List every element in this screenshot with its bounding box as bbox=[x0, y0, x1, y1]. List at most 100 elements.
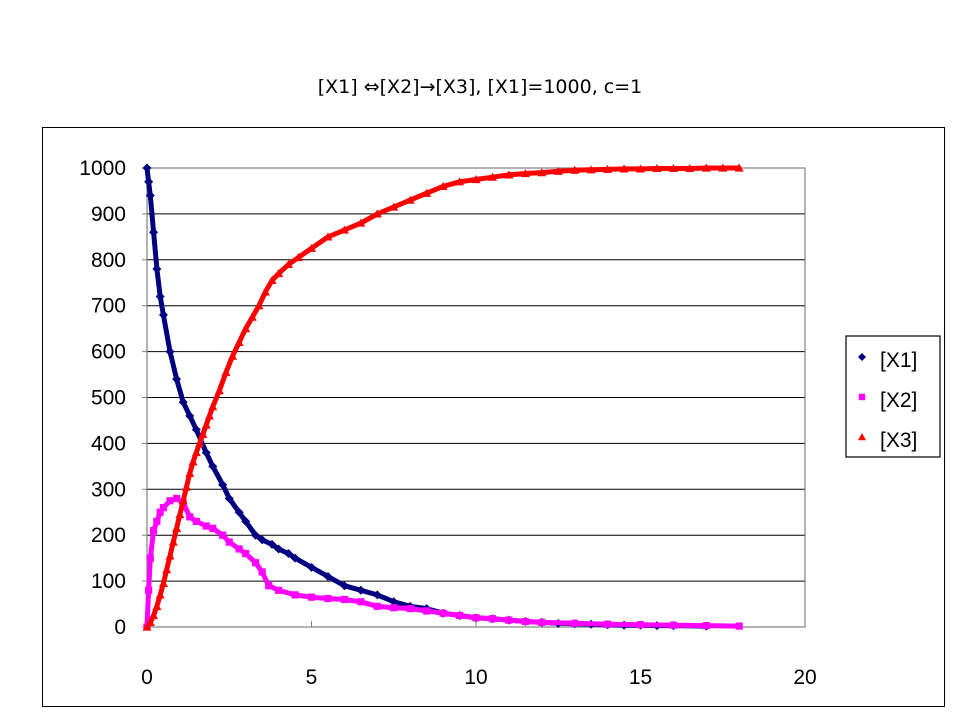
data-point bbox=[439, 609, 447, 617]
y-tick-label: 200 bbox=[91, 524, 126, 547]
data-point bbox=[214, 386, 224, 395]
y-tick-label: 500 bbox=[91, 387, 126, 410]
data-point bbox=[251, 559, 260, 567]
data-point bbox=[603, 164, 613, 173]
data-point bbox=[156, 508, 164, 516]
legend-marker bbox=[858, 433, 866, 441]
data-point bbox=[208, 402, 218, 411]
data-point bbox=[636, 164, 645, 173]
data-point bbox=[553, 166, 563, 175]
data-point bbox=[339, 581, 349, 591]
data-point bbox=[201, 420, 211, 429]
data-point bbox=[340, 595, 348, 604]
data-point bbox=[283, 259, 293, 268]
data-point bbox=[168, 537, 178, 546]
data-point bbox=[209, 524, 217, 532]
data-point bbox=[145, 191, 155, 201]
data-point bbox=[208, 461, 218, 471]
data-point bbox=[265, 582, 273, 590]
chart-title: [X1] ⇔[X2]→[X3], [X1]=1000, c=1 bbox=[317, 76, 643, 98]
data-point bbox=[487, 172, 497, 181]
x-tick-label: 15 bbox=[629, 666, 652, 689]
data-point bbox=[373, 602, 381, 610]
x-tick-label: 20 bbox=[793, 666, 816, 689]
data-point bbox=[155, 292, 165, 302]
grid-lines bbox=[147, 213, 805, 582]
y-tick-label: 1000 bbox=[79, 157, 126, 180]
data-point bbox=[307, 243, 316, 252]
y-tick-label: 400 bbox=[91, 432, 126, 455]
data-point bbox=[324, 594, 332, 603]
data-point bbox=[144, 177, 154, 187]
data-point bbox=[152, 601, 162, 610]
y-tick-label: 100 bbox=[91, 570, 126, 593]
data-point bbox=[389, 202, 399, 211]
data-point bbox=[505, 616, 513, 624]
legend-marker bbox=[858, 353, 866, 361]
legend-label: [X3] bbox=[880, 429, 917, 452]
data-point bbox=[290, 553, 300, 563]
data-point bbox=[241, 516, 251, 526]
data-point bbox=[307, 562, 316, 572]
data-point bbox=[455, 177, 465, 186]
data-point bbox=[192, 517, 200, 526]
data-point bbox=[356, 218, 366, 227]
data-point bbox=[372, 209, 382, 218]
y-axis: 0 100 200 300 400 500 600 700 800 900 1000 bbox=[79, 157, 147, 639]
data-point bbox=[235, 545, 243, 553]
x-tick-label: 10 bbox=[464, 666, 487, 689]
x-tick-label: 0 bbox=[141, 666, 153, 689]
data-point bbox=[323, 572, 333, 582]
data-point bbox=[142, 622, 152, 631]
y-tick-label: 0 bbox=[114, 616, 126, 639]
data-point bbox=[201, 448, 211, 458]
data-point bbox=[258, 568, 266, 576]
data-point bbox=[257, 535, 267, 545]
data-point bbox=[389, 597, 399, 607]
data-point bbox=[175, 510, 185, 519]
data-point bbox=[283, 549, 293, 559]
data-point bbox=[339, 225, 349, 234]
data-point bbox=[735, 622, 743, 630]
data-point bbox=[152, 264, 162, 274]
data-point bbox=[159, 504, 168, 512]
data-point bbox=[267, 275, 277, 285]
chart-frame bbox=[42, 127, 945, 707]
x-axis: 0 5 10 15 20 bbox=[141, 621, 817, 689]
data-point bbox=[472, 614, 480, 622]
data-point bbox=[356, 585, 366, 595]
data-point bbox=[153, 517, 161, 526]
data-point bbox=[570, 165, 580, 174]
data-point bbox=[242, 549, 250, 558]
data-point bbox=[471, 174, 481, 184]
data-point bbox=[186, 513, 194, 521]
y-tick-label: 300 bbox=[91, 478, 126, 501]
data-point bbox=[145, 586, 153, 594]
data-point bbox=[701, 163, 711, 172]
data-point bbox=[162, 565, 172, 574]
data-point bbox=[247, 312, 257, 321]
data-point bbox=[188, 457, 198, 466]
legend: [X1] [X2] [X3] bbox=[845, 335, 941, 458]
data-point bbox=[406, 605, 414, 613]
data-point bbox=[307, 593, 316, 601]
data-point bbox=[165, 347, 175, 357]
data-point bbox=[228, 351, 238, 360]
y-tick-label: 700 bbox=[91, 295, 126, 318]
data-point bbox=[191, 448, 201, 457]
data-point bbox=[146, 554, 154, 562]
data-point bbox=[145, 617, 155, 627]
data-point bbox=[218, 480, 228, 490]
data-point bbox=[155, 590, 165, 599]
data-point bbox=[669, 621, 677, 629]
data-point bbox=[571, 619, 579, 627]
data-point bbox=[619, 164, 629, 173]
data-point bbox=[142, 163, 152, 173]
data-point bbox=[405, 195, 415, 204]
data-point bbox=[652, 163, 662, 173]
data-point bbox=[520, 169, 530, 178]
data-point bbox=[423, 607, 431, 615]
data-point bbox=[185, 411, 195, 421]
data-point bbox=[488, 615, 497, 623]
y-tick-label: 800 bbox=[91, 249, 126, 272]
